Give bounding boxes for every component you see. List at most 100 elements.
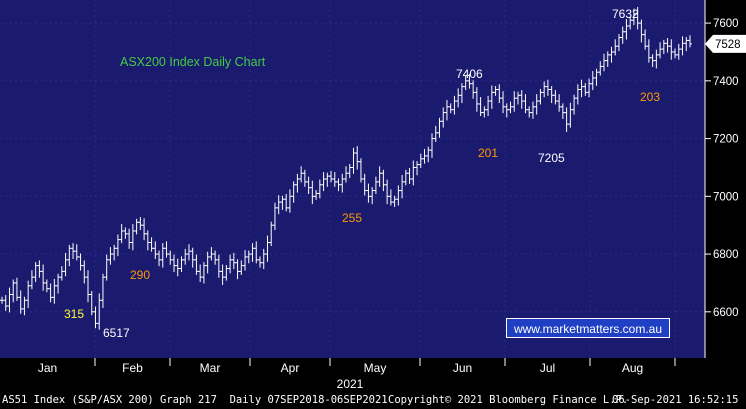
y-tick-label: 7200 xyxy=(713,134,739,146)
ohlc-bar xyxy=(400,174,405,199)
ohlc-bar xyxy=(235,259,240,280)
y-tick-label: 6800 xyxy=(713,249,739,261)
ohlc-bar xyxy=(542,81,547,98)
ohlc-bar xyxy=(108,247,113,265)
ohlc-bar xyxy=(97,293,102,330)
y-tick-label: 6600 xyxy=(713,307,739,319)
ohlc-bar xyxy=(676,43,681,60)
ohlc-bar xyxy=(396,185,401,206)
ohlc-bar xyxy=(78,253,83,271)
ohlc-bar xyxy=(250,243,255,262)
x-tick-label: Mar xyxy=(200,361,221,375)
ohlc-bar xyxy=(138,217,143,231)
ohlc-bar xyxy=(557,94,562,112)
ohlc-bar xyxy=(411,160,416,186)
ohlc-bar xyxy=(216,254,221,278)
ohlc-bar xyxy=(501,91,506,114)
ohlc-bar xyxy=(269,221,274,246)
price-chart: Jan Feb Mar Apr May Jun Jul Aug 2021 6600 6800 7000… xyxy=(0,0,746,391)
ohlc-bar xyxy=(572,94,577,115)
ohlc-bar xyxy=(123,227,128,239)
ohlc-bar xyxy=(489,85,494,109)
ohlc-bar xyxy=(650,54,655,67)
ohlc-bar xyxy=(426,146,431,163)
ohlc-bar xyxy=(538,88,543,105)
ohlc-bar xyxy=(44,279,49,293)
ohlc-bar xyxy=(467,73,472,89)
ohlc-bar xyxy=(127,228,132,249)
annotation-label: 7205 xyxy=(538,151,565,165)
ohlc-bar xyxy=(549,86,554,104)
ohlc-bar xyxy=(493,86,498,96)
ohlc-bar xyxy=(86,270,90,303)
ohlc-bar xyxy=(684,36,689,52)
ohlc-bar xyxy=(74,244,79,261)
ohlc-bar xyxy=(381,169,386,192)
ohlc-bar xyxy=(415,161,420,176)
ohlc-bar xyxy=(590,71,595,91)
ohlc-bar xyxy=(175,258,180,277)
ohlc-bar xyxy=(254,241,259,264)
ohlc-bar xyxy=(688,35,692,48)
ohlc-bar xyxy=(295,173,300,193)
ohlc-bar xyxy=(486,95,491,117)
ohlc-bar xyxy=(430,133,434,158)
ohlc-bar xyxy=(190,247,195,268)
ohlc-bar xyxy=(534,94,539,115)
footer-copyright: Copyright© 2021 Bloomberg Finance L.P. xyxy=(388,394,629,406)
ohlc-bar xyxy=(41,264,46,291)
ohlc-bar xyxy=(407,168,412,184)
annotation-label: 7406 xyxy=(456,67,483,81)
ohlc-bar xyxy=(628,16,633,30)
x-year-label: 2021 xyxy=(337,377,364,391)
ohlc-bar xyxy=(516,91,520,105)
ohlc-bar xyxy=(291,181,296,203)
annotation-label: 315 xyxy=(64,307,84,321)
ohlc-bar xyxy=(366,183,371,203)
bloomberg-footer: AS51 Index (S&P/ASX 200) Graph 217 Daily… xyxy=(0,391,746,409)
ohlc-bar xyxy=(568,102,573,128)
ohlc-bar xyxy=(33,262,38,283)
ohlc-bar xyxy=(508,101,513,114)
ohlc-bar xyxy=(437,117,442,138)
last-price-label: 7528 xyxy=(715,39,741,51)
ohlc-bar xyxy=(14,277,19,301)
y-tick-label: 7600 xyxy=(713,18,739,30)
ohlc-bar xyxy=(3,295,8,311)
ohlc-bar xyxy=(130,224,135,251)
ohlc-bar xyxy=(67,244,72,267)
ohlc-bar xyxy=(351,147,356,174)
ohlc-bar xyxy=(478,97,483,117)
ohlc-bar xyxy=(63,252,68,277)
ohlc-bar xyxy=(71,243,76,259)
ohlc-bar xyxy=(82,260,87,284)
ohlc-bar xyxy=(299,166,304,183)
ohlc-bar xyxy=(587,78,592,98)
ohlc-bar xyxy=(198,264,203,283)
ohlc-bar xyxy=(157,250,162,267)
ohlc-bar xyxy=(654,49,659,69)
x-tick-label: Apr xyxy=(281,361,300,375)
ohlc-bar xyxy=(276,195,281,215)
ohlc-bar xyxy=(186,244,191,261)
ohlc-bar xyxy=(605,51,610,67)
ohlc-bar xyxy=(673,48,678,59)
ohlc-bar xyxy=(100,273,105,309)
ohlc-bar xyxy=(56,273,61,294)
ohlc-bar xyxy=(504,103,509,118)
ohlc-bar xyxy=(388,189,393,206)
ohlc-bar xyxy=(272,202,277,231)
annotation-label: 255 xyxy=(342,211,362,225)
ohlc-bar xyxy=(18,290,23,314)
ohlc-bar xyxy=(224,265,229,281)
ohlc-bar xyxy=(134,218,139,235)
ohlc-bar xyxy=(456,88,461,108)
ohlc-bar xyxy=(93,306,98,329)
ohlc-bar xyxy=(213,250,218,265)
ohlc-bar xyxy=(0,296,4,304)
ohlc-bar xyxy=(52,278,57,304)
ohlc-bar xyxy=(665,38,670,53)
watermark-link[interactable]: www.marketmatters.com.au xyxy=(506,318,670,338)
ohlc-bar xyxy=(385,179,390,205)
ohlc-bar xyxy=(377,166,382,187)
